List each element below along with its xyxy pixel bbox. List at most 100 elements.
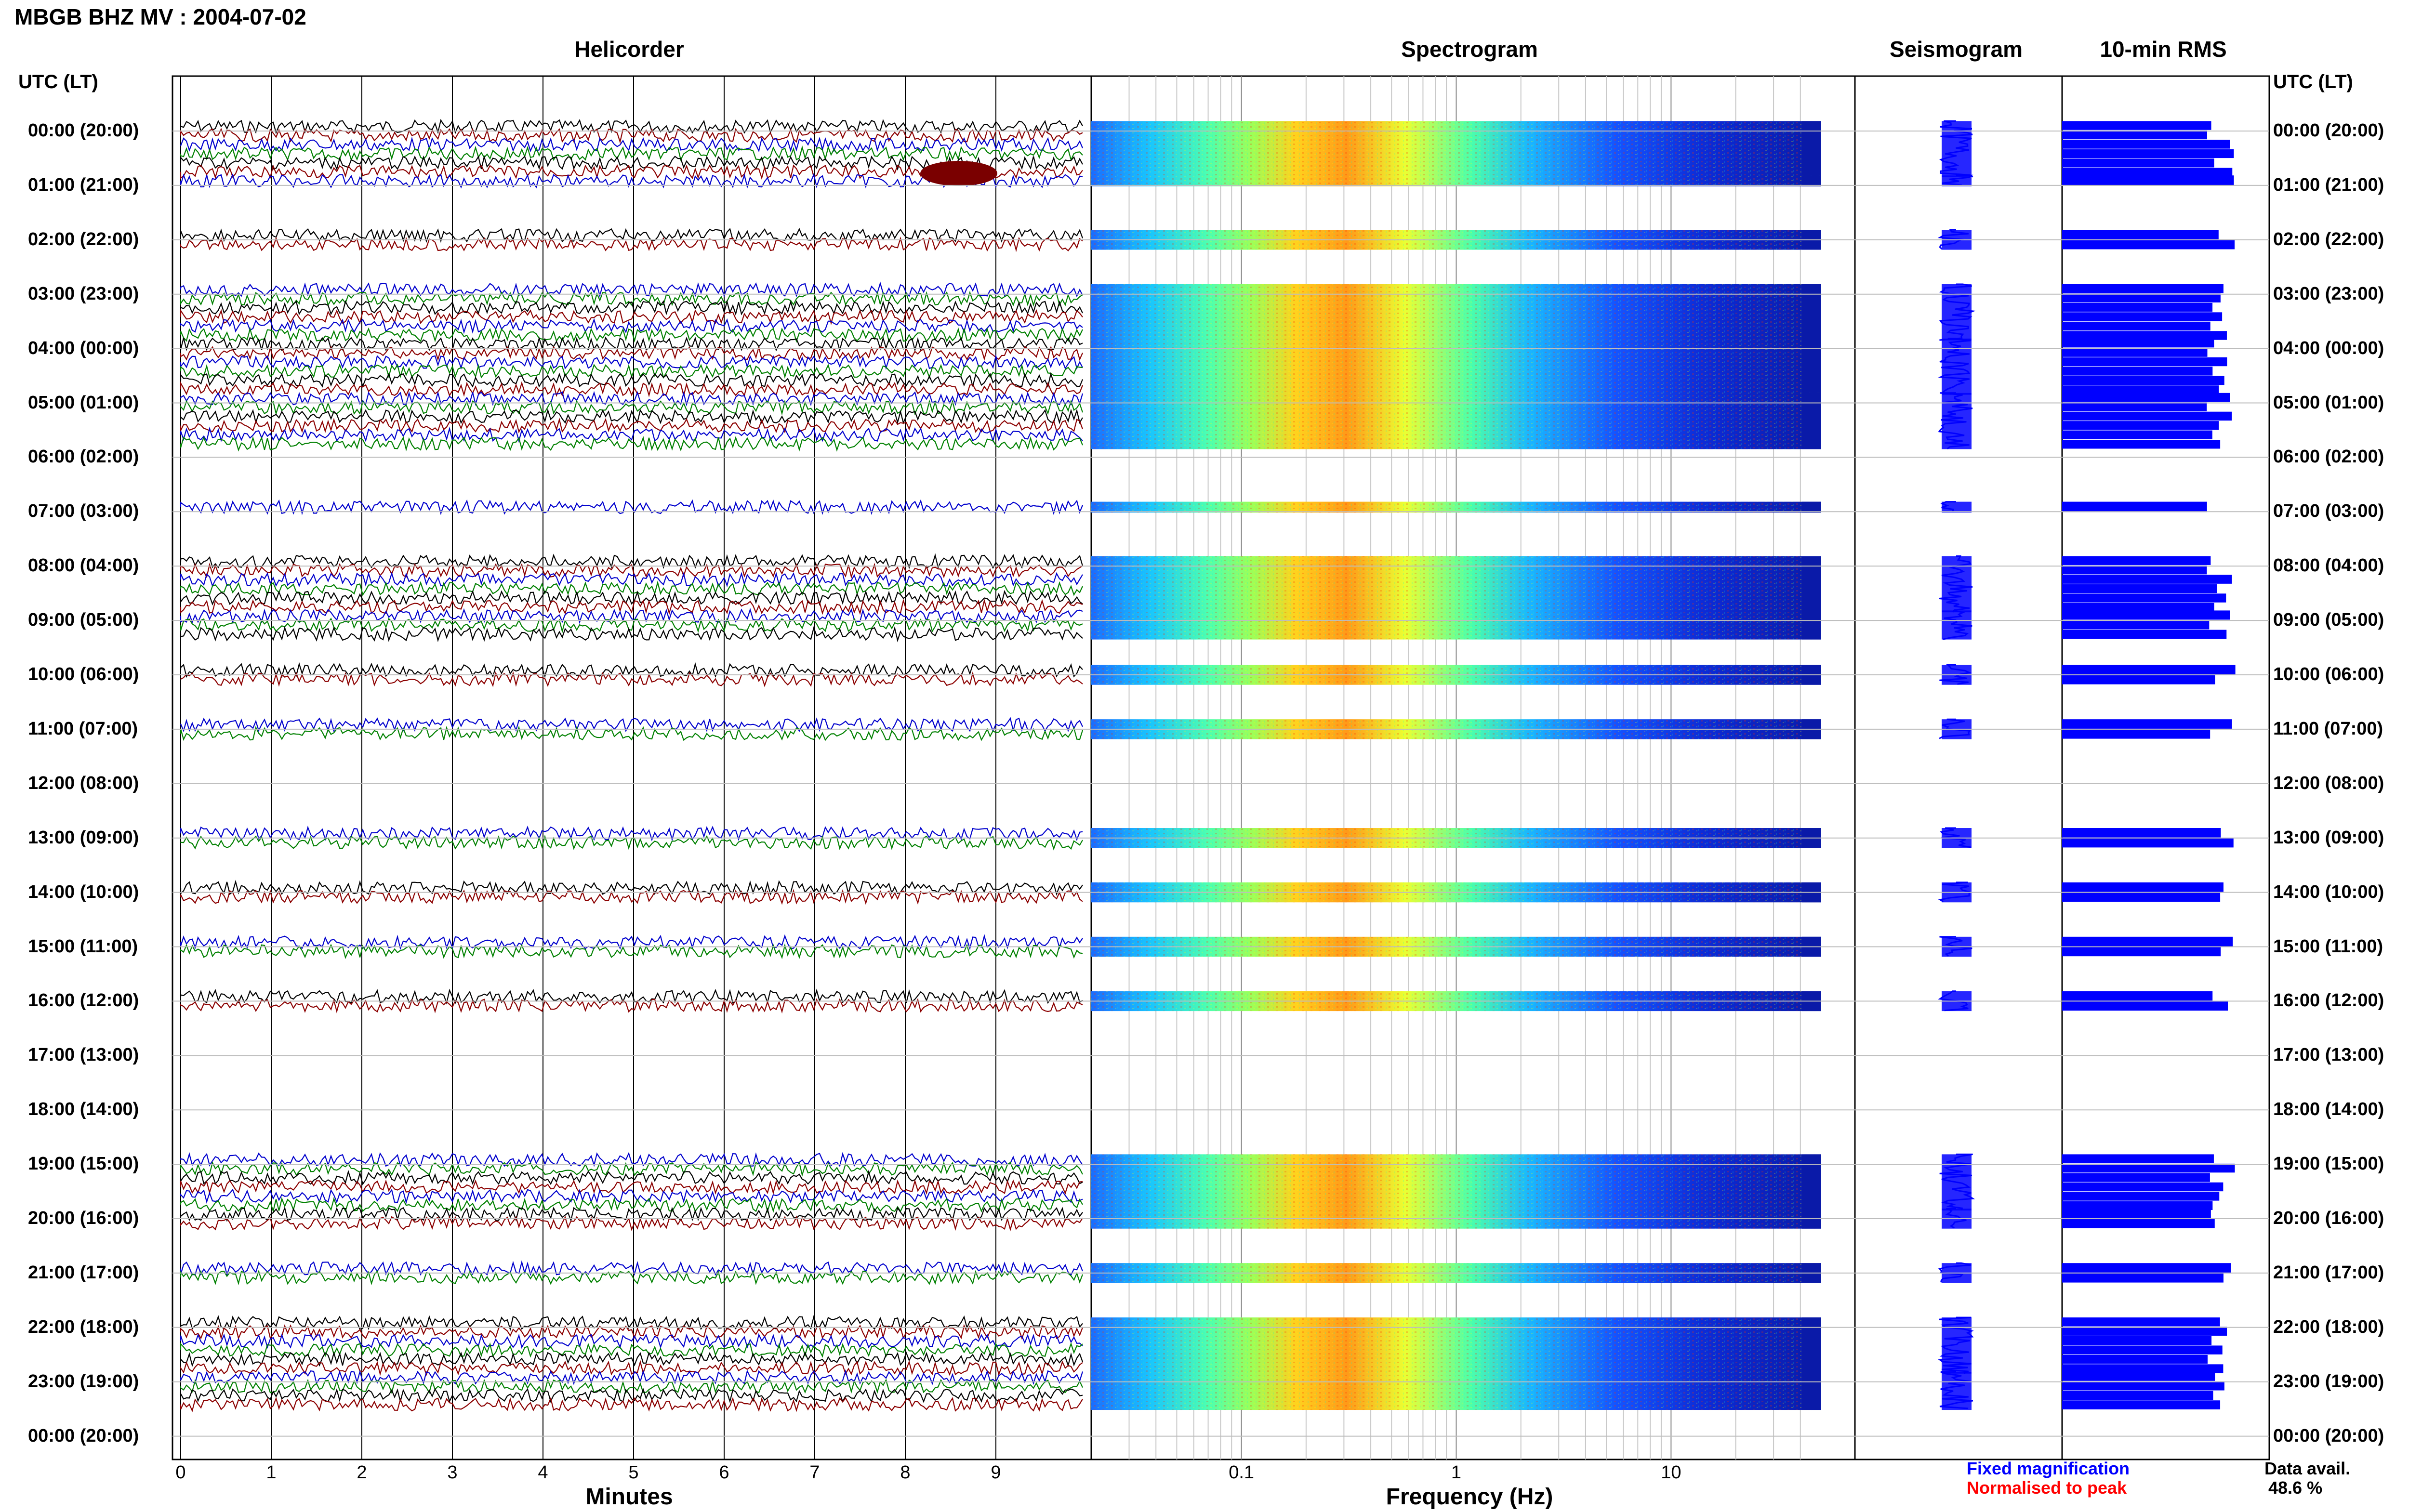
spectrogram-texture bbox=[1091, 610, 1821, 640]
helicorder-trace bbox=[180, 145, 1083, 162]
left-time-label: 01:00 (21:00) bbox=[28, 174, 139, 195]
seismogram-body bbox=[1942, 1317, 1972, 1374]
helicorder-trace bbox=[180, 580, 1083, 596]
right-time-label: 23:00 (19:00) bbox=[2273, 1371, 2384, 1392]
helicorder-tick-label: 9 bbox=[991, 1462, 1001, 1483]
helicorder-trace bbox=[180, 227, 1084, 243]
rms-bar bbox=[2062, 603, 2214, 612]
helicorder-tick-label: 5 bbox=[628, 1462, 639, 1483]
rms-bar bbox=[2062, 302, 2213, 312]
spectrogram-texture bbox=[1091, 501, 1821, 513]
rms-bar bbox=[2062, 1400, 2221, 1410]
helicorder-trace bbox=[180, 662, 1083, 679]
helicorder-trace bbox=[180, 626, 1083, 643]
legend-normalised-to-peak: Normalised to peak bbox=[1967, 1478, 2127, 1498]
right-time-label: 00:00 (20:00) bbox=[2273, 120, 2384, 141]
right-time-label: 00:00 (20:00) bbox=[2273, 1425, 2384, 1446]
helicorder-trace bbox=[180, 725, 1084, 741]
spectrogram-edge bbox=[1802, 338, 1821, 395]
helicorder-trace bbox=[180, 1215, 1083, 1232]
helicorder-frame bbox=[172, 75, 1092, 1460]
right-time-label: 04:00 (00:00) bbox=[2273, 338, 2384, 358]
rms-bar bbox=[2062, 1209, 2211, 1218]
left-time-label: 17:00 (13:00) bbox=[28, 1045, 139, 1065]
helicorder-trace bbox=[180, 1324, 1084, 1340]
right-time-label: 13:00 (09:00) bbox=[2273, 827, 2384, 848]
rms-bar bbox=[2062, 828, 2221, 838]
helicorder-trace bbox=[180, 1315, 1083, 1331]
spectrogram-edge bbox=[1802, 610, 1821, 640]
left-time-label: 21:00 (17:00) bbox=[28, 1262, 139, 1283]
helicorder-trace bbox=[180, 617, 1083, 633]
right-time-label: 17:00 (13:00) bbox=[2273, 1045, 2384, 1065]
seismogram-body bbox=[1942, 1154, 1972, 1211]
rms-bar bbox=[2062, 1354, 2208, 1364]
left-time-label: 15:00 (11:00) bbox=[28, 936, 138, 957]
left-time-label: 08:00 (04:00) bbox=[28, 555, 139, 576]
helicorder-trace bbox=[180, 553, 1084, 569]
rms-bar bbox=[2062, 1364, 2224, 1373]
helicorder-tick-label: 3 bbox=[447, 1462, 458, 1483]
seismogram-body bbox=[1942, 175, 1972, 186]
rms-bar bbox=[2062, 675, 2215, 684]
spectrogram-texture bbox=[1091, 556, 1821, 613]
right-time-label: 15:00 (11:00) bbox=[2273, 936, 2383, 957]
left-time-label: 20:00 (16:00) bbox=[28, 1208, 139, 1228]
legend-fixed-magnification: Fixed magnification bbox=[1967, 1459, 2130, 1478]
helicorder-tick-label: 8 bbox=[900, 1462, 911, 1483]
helicorder-trace bbox=[180, 1196, 1083, 1213]
rms-bar bbox=[2062, 421, 2219, 430]
spectrogram-frame bbox=[1090, 75, 1856, 1460]
rms-bar bbox=[2062, 1381, 2224, 1391]
rms-bar bbox=[2062, 348, 2208, 357]
rms-bar bbox=[2062, 376, 2224, 385]
helicorder-xlabel: Minutes bbox=[585, 1484, 673, 1510]
helicorder-trace bbox=[180, 1260, 1084, 1277]
left-time-label: 11:00 (07:00) bbox=[28, 718, 138, 739]
rms-bar bbox=[2062, 719, 2232, 729]
helicorder-trace bbox=[180, 290, 1083, 307]
rms-bar bbox=[2062, 1336, 2212, 1345]
seismogram-body bbox=[1942, 338, 1972, 395]
helicorder-trace bbox=[180, 1188, 1083, 1205]
left-time-label: 18:00 (14:00) bbox=[28, 1099, 139, 1120]
spectrogram-xlabel: Frequency (Hz) bbox=[1386, 1484, 1553, 1510]
spectrogram-edge bbox=[1802, 284, 1821, 341]
helicorder-trace bbox=[180, 998, 1083, 1014]
right-time-label: 10:00 (06:00) bbox=[2273, 664, 2384, 684]
helicorder-trace bbox=[180, 1179, 1083, 1195]
spectrogram-tick-label: 0.1 bbox=[1229, 1462, 1255, 1483]
spectrogram-edge bbox=[1802, 1372, 1821, 1410]
rms-bar bbox=[2062, 175, 2234, 186]
rms-bar bbox=[2062, 385, 2219, 394]
right-time-label: 03:00 (23:00) bbox=[2273, 283, 2384, 304]
seismogram-body bbox=[1942, 121, 1972, 177]
helicorder-trace bbox=[180, 299, 1083, 316]
rms-title: 10-min RMS bbox=[2100, 37, 2227, 62]
rms-bar bbox=[2062, 936, 2233, 947]
rms-bar bbox=[2062, 130, 2207, 140]
rms-bar bbox=[2062, 149, 2234, 158]
helicorder-trace bbox=[180, 1342, 1083, 1358]
rms-bar bbox=[2062, 1182, 2224, 1192]
helicorder-trace bbox=[180, 943, 1083, 960]
rms-bar bbox=[2062, 882, 2224, 892]
right-axis-header: UTC (LT) bbox=[2273, 71, 2353, 92]
left-time-label: 02:00 (22:00) bbox=[28, 229, 139, 250]
rms-bar bbox=[2062, 367, 2213, 376]
rms-bar bbox=[2062, 1154, 2214, 1163]
left-time-label: 03:00 (23:00) bbox=[28, 283, 139, 304]
seismogram-body bbox=[1942, 556, 1972, 613]
helicorder-trace bbox=[180, 363, 1083, 379]
right-time-label: 19:00 (15:00) bbox=[2273, 1154, 2384, 1174]
left-time-label: 13:00 (09:00) bbox=[28, 827, 139, 848]
helicorder-tick-label: 6 bbox=[719, 1462, 729, 1483]
rms-bar bbox=[2062, 620, 2210, 630]
spectrogram-texture bbox=[1091, 338, 1821, 395]
helicorder-trace bbox=[180, 571, 1083, 588]
left-time-label: 06:00 (02:00) bbox=[28, 447, 139, 467]
right-time-label: 16:00 (12:00) bbox=[2273, 990, 2384, 1011]
rms-bar bbox=[2062, 665, 2236, 674]
rms-bar bbox=[2062, 630, 2227, 639]
